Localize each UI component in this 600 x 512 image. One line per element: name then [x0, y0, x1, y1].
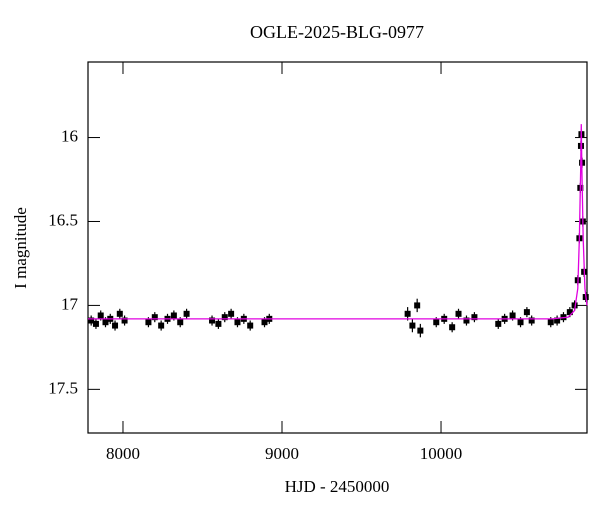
data-point — [177, 319, 184, 326]
data-point — [523, 309, 530, 316]
data-point — [88, 317, 95, 324]
data-point — [455, 310, 462, 317]
data-point — [528, 317, 535, 324]
y-tick-label: 16.5 — [48, 210, 78, 229]
data-point — [409, 322, 416, 329]
data-point — [145, 319, 152, 326]
data-point — [97, 312, 104, 319]
data-point — [566, 309, 573, 316]
data-point — [495, 320, 502, 327]
data-point — [112, 322, 119, 329]
x-tick-label: 10000 — [420, 444, 463, 463]
x-tick-label: 8000 — [106, 444, 140, 463]
data-point — [417, 327, 424, 334]
data-point — [471, 314, 478, 321]
data-point — [228, 310, 235, 317]
y-axis-label: I magnitude — [11, 207, 30, 289]
x-axis-label: HJD - 2450000 — [285, 477, 390, 496]
data-point — [183, 310, 190, 317]
y-tick-label: 17.5 — [48, 378, 78, 397]
data-point — [234, 319, 241, 326]
data-point — [571, 302, 578, 309]
data-point — [449, 324, 456, 331]
plot-frame — [87, 61, 588, 434]
model-line — [88, 124, 588, 320]
data-point — [209, 317, 216, 324]
data-point — [433, 319, 440, 326]
data-point — [509, 312, 516, 319]
data-point — [547, 319, 554, 326]
data-point — [92, 320, 99, 327]
data-point — [247, 322, 254, 329]
data-point — [121, 317, 128, 324]
data-point — [158, 322, 165, 329]
data-point — [221, 314, 228, 321]
data-point — [554, 317, 561, 324]
data-point — [261, 319, 268, 326]
data-point — [102, 319, 109, 326]
chart-title: OGLE-2025-BLG-0977 — [250, 22, 424, 42]
data-point — [151, 314, 158, 321]
data-point — [414, 302, 421, 309]
x-tick-label: 9000 — [265, 444, 299, 463]
y-tick-label: 16 — [61, 126, 78, 145]
data-point — [517, 319, 524, 326]
data-point — [215, 320, 222, 327]
data-point — [170, 312, 177, 319]
data-point — [116, 310, 123, 317]
y-tick-label: 17 — [61, 294, 79, 313]
data-point — [404, 310, 411, 317]
data-point — [463, 317, 470, 324]
